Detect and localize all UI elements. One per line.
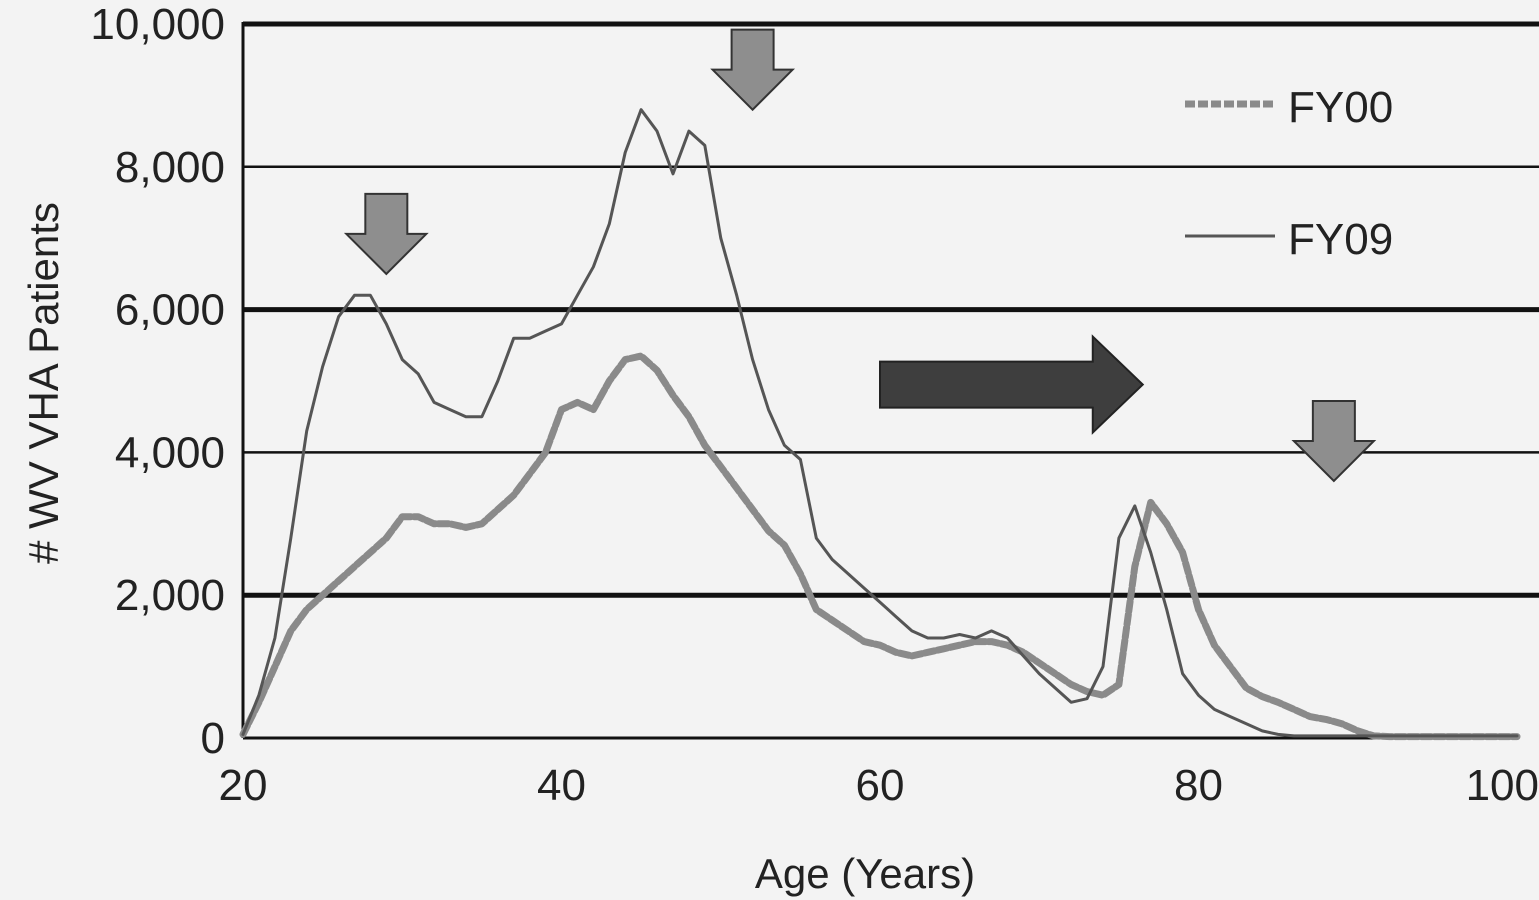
x-tick-label-100: 100: [1466, 761, 1539, 810]
y-tick-label-0: 0: [201, 714, 225, 763]
grid-lines: [243, 21, 1539, 598]
x-tick-label-60: 60: [856, 761, 905, 810]
down-arrow-annotation-2: [710, 28, 796, 112]
y-tick-label-2000: 2,000: [115, 571, 225, 620]
x-tick-label-20: 20: [219, 761, 268, 810]
annotation-arrows: [343, 28, 1377, 483]
x-tick-label-80: 80: [1174, 761, 1223, 810]
right-arrow-annotation: [879, 334, 1145, 435]
y-tick-label-6000: 6,000: [115, 286, 225, 335]
y-axis-label: # WV VHA Patients: [20, 202, 67, 564]
x-axis-label: Age (Years): [755, 850, 975, 897]
legend-label-fy09: FY09: [1288, 215, 1393, 264]
x-tick-label-40: 40: [537, 761, 586, 810]
series-line-fy00: [239, 352, 1521, 741]
series-line-fy09: [241, 108, 1519, 738]
down-arrow-annotation-1: [343, 192, 429, 276]
y-tick-label-4000: 4,000: [115, 428, 225, 477]
y-tick-label-8000: 8,000: [115, 143, 225, 192]
y-tick-label-10000: 10,000: [90, 0, 225, 49]
tick-labels: 0 2,000 4,000 6,000 8,000 10,000 20 40 60 80 100: [90, 0, 1539, 810]
legend-label-fy00: FY00: [1288, 83, 1393, 132]
series-lines: [239, 108, 1521, 741]
legend: FY00 FY09: [1185, 83, 1393, 264]
down-arrow-annotation-3: [1291, 399, 1377, 483]
axes: [241, 22, 1517, 740]
